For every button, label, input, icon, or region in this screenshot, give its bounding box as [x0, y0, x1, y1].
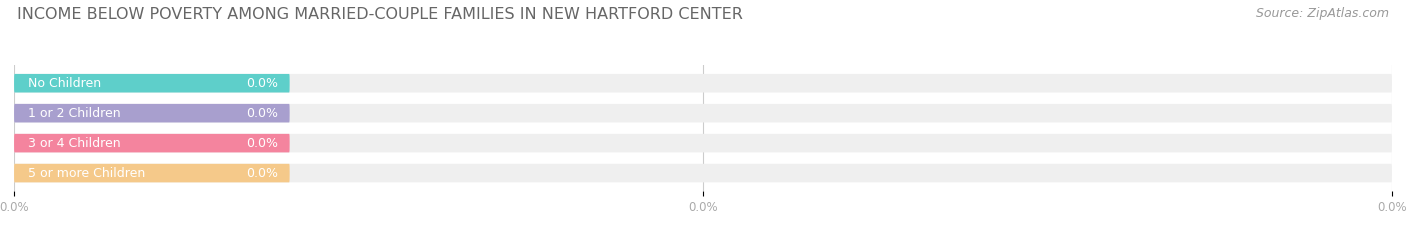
Text: 0.0%: 0.0% [246, 77, 278, 90]
Text: 0.0%: 0.0% [246, 167, 278, 180]
FancyBboxPatch shape [14, 134, 290, 152]
Text: INCOME BELOW POVERTY AMONG MARRIED-COUPLE FAMILIES IN NEW HARTFORD CENTER: INCOME BELOW POVERTY AMONG MARRIED-COUPL… [17, 7, 742, 22]
Text: 1 or 2 Children: 1 or 2 Children [28, 107, 121, 120]
FancyBboxPatch shape [14, 164, 290, 182]
Text: 0.0%: 0.0% [246, 107, 278, 120]
FancyBboxPatch shape [14, 74, 1392, 93]
Text: 0.0%: 0.0% [246, 137, 278, 150]
FancyBboxPatch shape [14, 104, 1392, 123]
Text: 5 or more Children: 5 or more Children [28, 167, 145, 180]
FancyBboxPatch shape [14, 164, 1392, 182]
Text: Source: ZipAtlas.com: Source: ZipAtlas.com [1256, 7, 1389, 20]
FancyBboxPatch shape [14, 104, 290, 123]
Text: 3 or 4 Children: 3 or 4 Children [28, 137, 121, 150]
FancyBboxPatch shape [14, 74, 290, 93]
FancyBboxPatch shape [14, 134, 1392, 152]
Text: No Children: No Children [28, 77, 101, 90]
